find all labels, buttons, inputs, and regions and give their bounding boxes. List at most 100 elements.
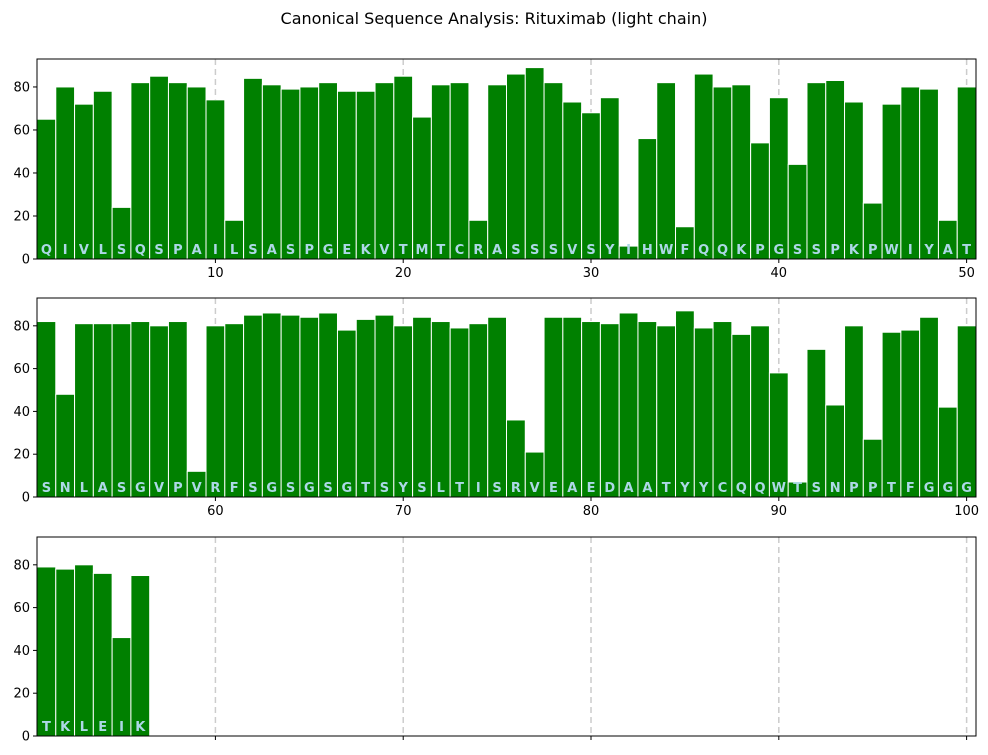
residue-label-5: S [117,243,126,258]
bar-residue-87 [712,321,733,498]
residue-label-4: L [99,243,107,258]
y-tick-label: 20 [13,687,30,702]
bar-residue-75 [487,316,508,498]
residue-label-46: W [884,243,898,258]
bar-residue-19 [374,82,395,260]
residue-label-45: P [868,243,878,258]
residue-label-2: I [63,243,68,258]
residue-label-43: P [830,243,840,258]
residue-label-16: G [323,243,334,258]
bar-residue-18 [355,90,376,260]
bar-residue-34 [656,82,677,260]
bar-residue-43 [825,80,846,260]
y-tick-label: 60 [13,123,30,138]
residue-label-56: G [135,481,146,496]
residue-label-81: D [604,481,615,496]
y-tick-label: 60 [13,362,30,377]
residue-label-99: G [942,481,953,496]
bar-residue-44 [844,101,864,260]
residue-label-62: S [248,481,257,496]
bar-residue-90 [768,372,789,498]
residue-label-54: A [98,481,108,496]
residue-label-7: S [154,243,163,258]
residue-label-102: K [60,720,71,735]
residue-label-88: Q [736,481,747,496]
residue-label-53: L [80,481,88,496]
bar-residue-62 [243,314,263,498]
axes-frame [36,297,977,498]
bar-residue-27 [524,67,545,260]
axes-frame [36,58,977,260]
residue-label-103: L [80,720,88,735]
bar-residue-100 [956,325,977,498]
residue-label-33: H [642,243,653,258]
bar-residue-54 [92,323,113,498]
bar-residue-89 [750,325,770,498]
bar-residue-65 [299,316,320,498]
bar-residue-88 [731,333,752,498]
residue-label-55: S [117,481,126,496]
bar-residue-55 [111,323,132,498]
bar-residue-21 [412,116,432,260]
bar-residue-47 [900,86,921,260]
residue-label-63: G [266,481,277,496]
residue-label-22: T [436,243,445,258]
residue-label-87: C [718,481,728,496]
residue-label-19: V [379,243,389,258]
residue-label-74: I [476,481,481,496]
residue-label-50: T [962,243,971,258]
bar-residue-58 [167,321,188,498]
bar-residue-102 [55,568,76,737]
residue-label-24: R [473,243,483,258]
bar-residue-39 [750,142,770,260]
bar-residue-97 [900,329,921,498]
bar-residue-30 [581,112,601,260]
residue-label-15: P [305,243,315,258]
residue-label-17: E [342,243,351,258]
bar-residue-8 [167,82,188,260]
bar-residue-56 [130,321,151,498]
residue-label-97: F [906,481,915,496]
residue-label-93: N [830,481,841,496]
bar-residue-60 [205,325,226,498]
bar-residue-22 [430,84,451,260]
residue-label-18: K [361,243,372,258]
bar-residue-46 [881,103,902,260]
bar-residue-13 [261,84,282,260]
residue-label-40: G [773,243,784,258]
residue-label-51: S [42,481,51,496]
residue-label-47: I [908,243,913,258]
residue-label-30: S [586,243,595,258]
bar-residue-26 [506,73,526,260]
bar-residue-69 [374,314,395,498]
y-tick-label: 80 [13,319,30,334]
residue-label-37: Q [717,243,728,258]
residue-label-94: P [849,481,859,496]
residue-label-77: V [530,481,540,496]
residue-label-6: Q [135,243,146,258]
bar-residue-6 [130,82,151,260]
y-tick-label: 60 [13,601,30,616]
x-tick-label: 100 [954,504,979,519]
residue-label-41: S [793,243,802,258]
bar-residue-1 [36,118,57,260]
residue-label-31: Y [604,243,615,258]
x-tick-label: 40 [771,266,788,281]
bar-residue-61 [224,323,245,498]
residue-label-49: A [943,243,953,258]
bar-residue-63 [261,312,282,498]
chart-title: Canonical Sequence Analysis: Rituximab (… [281,9,708,28]
residue-label-91: T [793,481,802,496]
residue-label-36: Q [698,243,709,258]
bar-residue-72 [430,321,451,498]
residue-label-100: G [961,481,972,496]
bar-residue-50 [956,86,977,260]
bar-residue-98 [919,316,939,498]
bar-residue-17 [336,90,357,260]
bar-residue-71 [412,316,432,498]
bar-residue-28 [543,82,564,260]
residue-label-82: A [624,481,634,496]
bar-residue-31 [599,97,620,260]
